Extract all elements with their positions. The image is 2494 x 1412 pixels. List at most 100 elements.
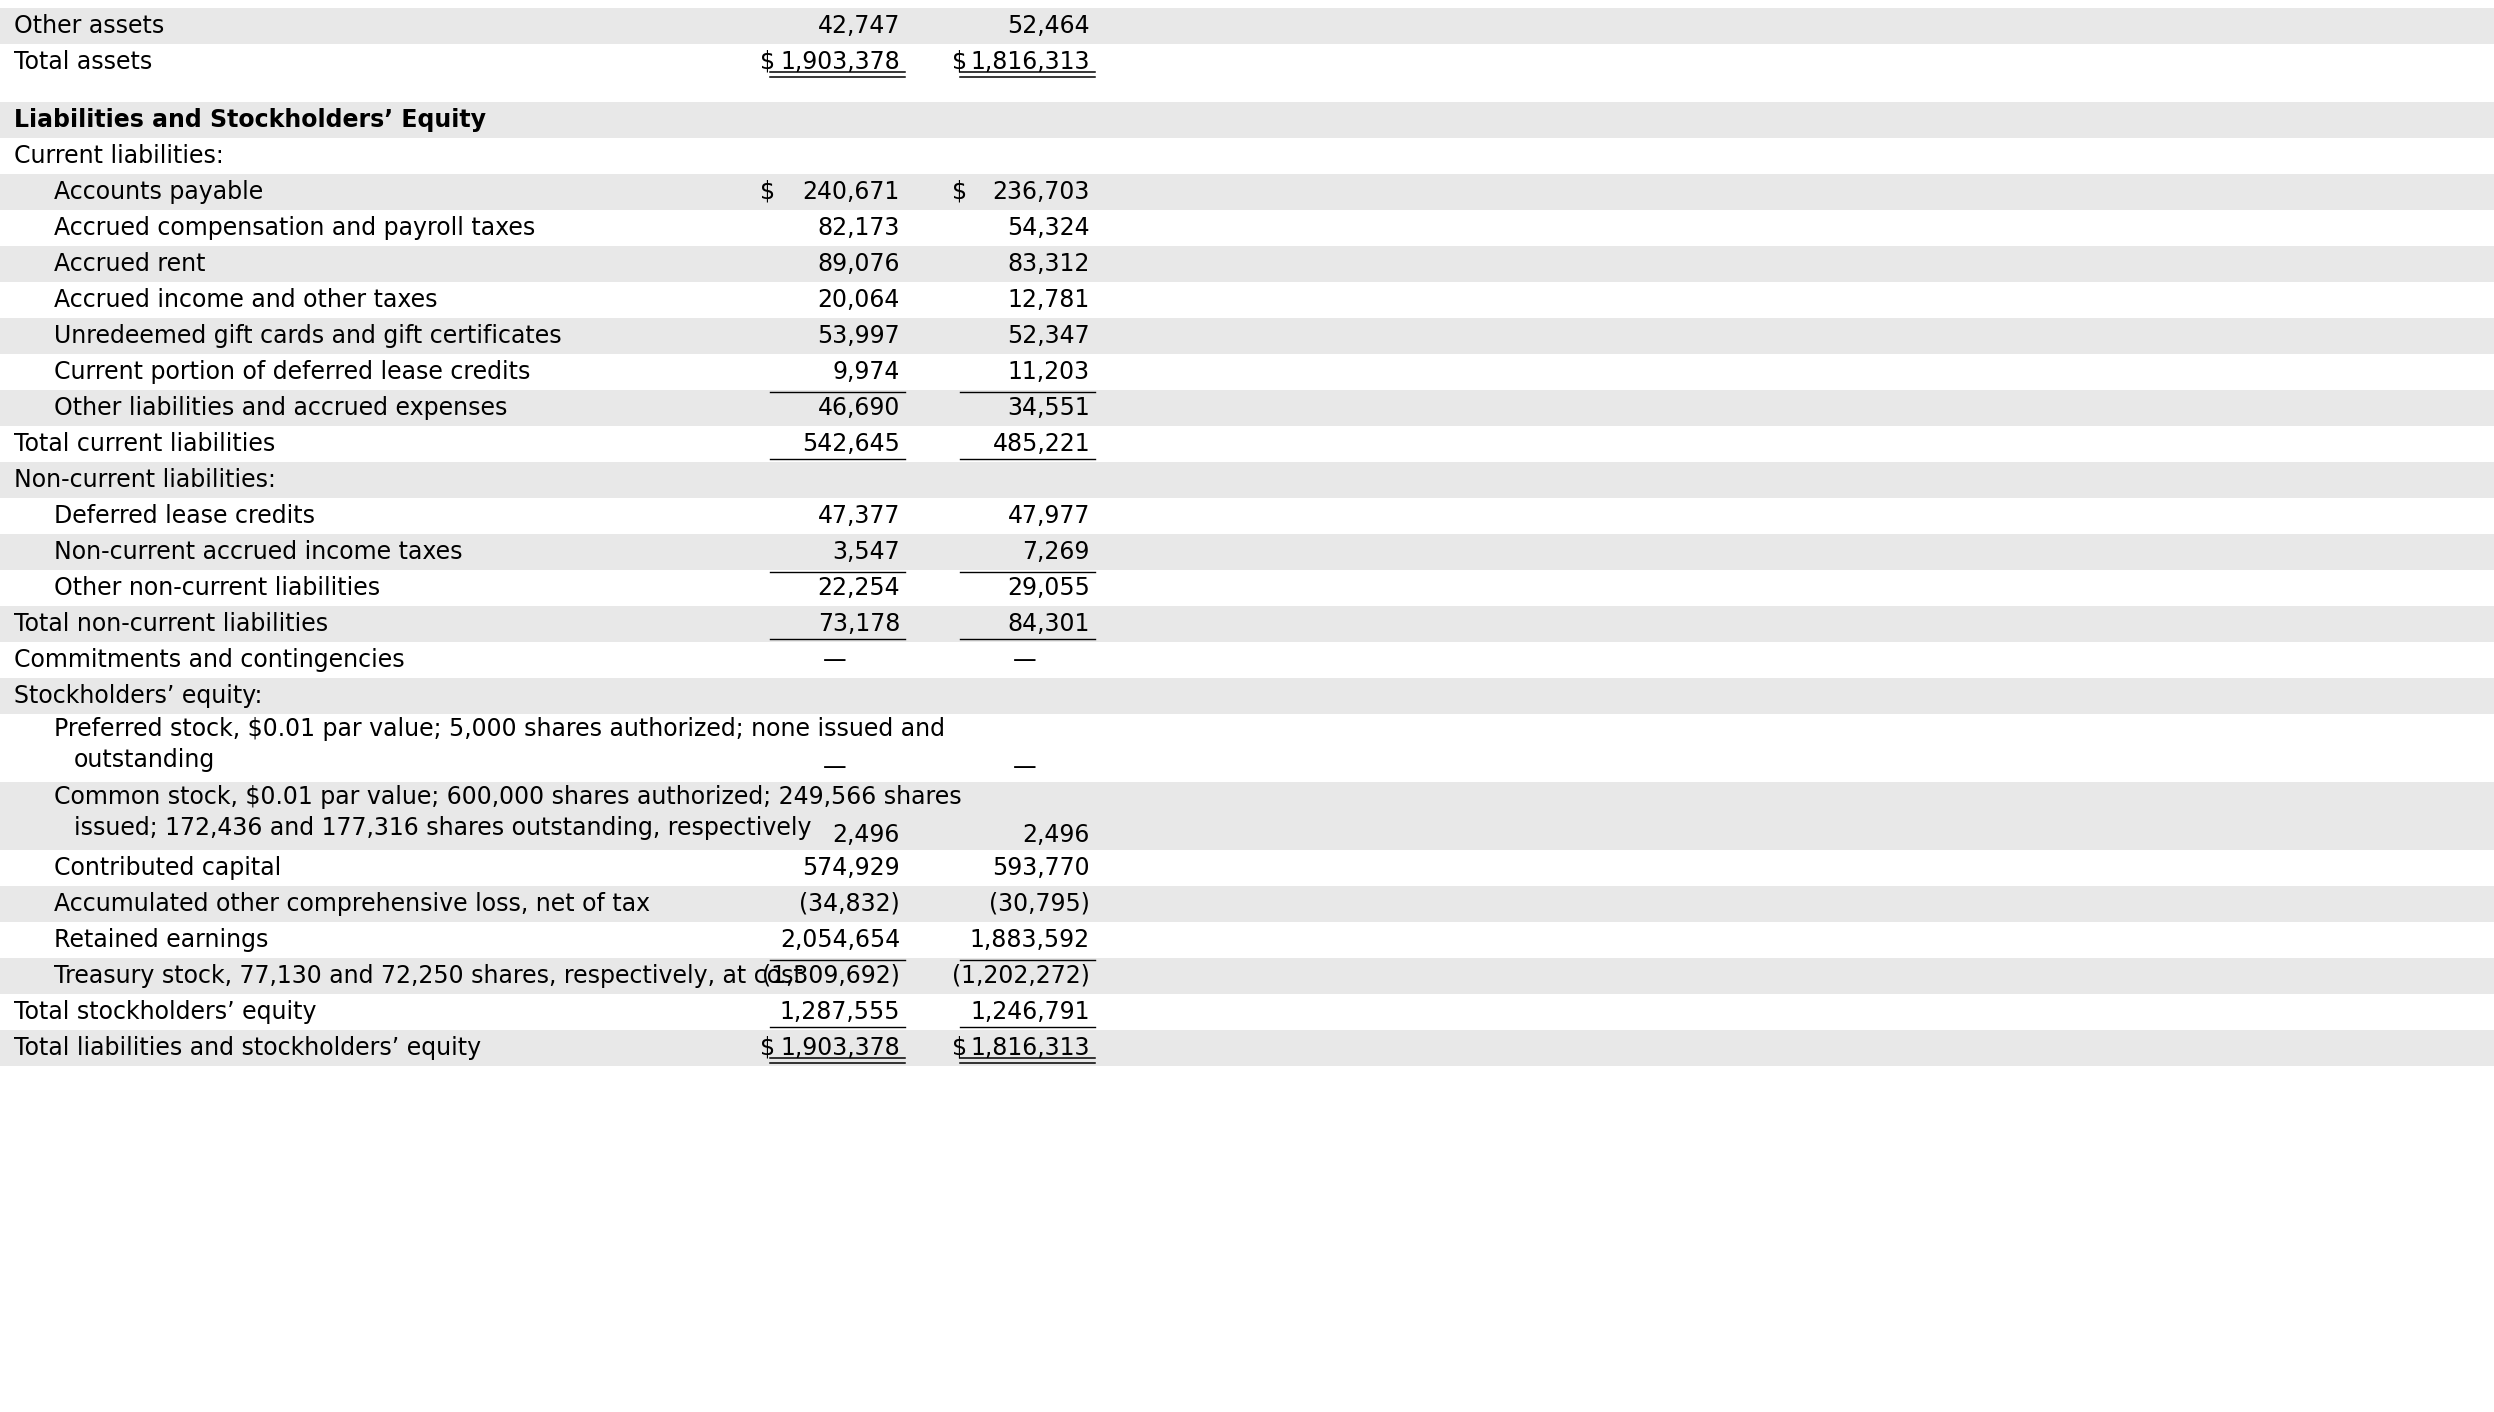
Text: 3,547: 3,547	[833, 539, 900, 563]
Text: (1,309,692): (1,309,692)	[763, 964, 900, 988]
Text: $: $	[953, 49, 968, 73]
Text: Total liabilities and stockholders’ equity: Total liabilities and stockholders’ equi…	[15, 1036, 481, 1060]
Text: 236,703: 236,703	[993, 179, 1090, 203]
Text: 1,287,555: 1,287,555	[781, 1000, 900, 1024]
Text: 53,997: 53,997	[818, 323, 900, 347]
Text: 485,221: 485,221	[993, 432, 1090, 456]
Text: $: $	[953, 179, 968, 203]
Text: outstanding: outstanding	[75, 748, 214, 772]
Text: 2,496: 2,496	[1023, 823, 1090, 847]
Text: 2,496: 2,496	[833, 823, 900, 847]
Text: Current portion of deferred lease credits: Current portion of deferred lease credit…	[55, 360, 531, 384]
Bar	[0, 246, 2494, 282]
Bar	[0, 714, 2494, 782]
Text: 1,246,791: 1,246,791	[970, 1000, 1090, 1024]
Bar	[0, 606, 2494, 642]
Text: (30,795): (30,795)	[990, 892, 1090, 916]
Text: 29,055: 29,055	[1008, 576, 1090, 600]
Text: 542,645: 542,645	[803, 432, 900, 456]
Text: Contributed capital: Contributed capital	[55, 856, 282, 880]
Text: —: —	[1013, 755, 1038, 779]
Text: 240,671: 240,671	[803, 179, 900, 203]
Text: 82,173: 82,173	[818, 216, 900, 240]
Text: Current liabilities:: Current liabilities:	[15, 144, 224, 168]
Text: 20,064: 20,064	[818, 288, 900, 312]
Text: Retained earnings: Retained earnings	[55, 928, 269, 952]
Text: Total non-current liabilities: Total non-current liabilities	[15, 611, 329, 635]
Bar	[0, 80, 2494, 102]
Bar	[0, 642, 2494, 678]
Text: 83,312: 83,312	[1008, 251, 1090, 275]
Text: 1,816,313: 1,816,313	[970, 49, 1090, 73]
Text: $: $	[953, 1036, 968, 1060]
Text: 52,464: 52,464	[1008, 14, 1090, 38]
Text: 84,301: 84,301	[1008, 611, 1090, 635]
Bar	[0, 994, 2494, 1029]
Text: Accrued compensation and payroll taxes: Accrued compensation and payroll taxes	[55, 216, 536, 240]
Text: 47,977: 47,977	[1008, 504, 1090, 528]
Bar	[0, 354, 2494, 390]
Bar	[0, 462, 2494, 498]
Text: Accounts payable: Accounts payable	[55, 179, 264, 203]
Text: 9,974: 9,974	[833, 360, 900, 384]
Text: 12,781: 12,781	[1008, 288, 1090, 312]
Bar	[0, 426, 2494, 462]
Text: 7,269: 7,269	[1023, 539, 1090, 563]
Text: —: —	[1013, 648, 1038, 672]
Text: Non-current liabilities:: Non-current liabilities:	[15, 467, 277, 491]
Bar	[0, 498, 2494, 534]
Text: Other non-current liabilities: Other non-current liabilities	[55, 576, 379, 600]
Bar	[0, 850, 2494, 885]
Bar	[0, 174, 2494, 210]
Text: Common stock, $0.01 par value; 600,000 shares authorized; 249,566 shares: Common stock, $0.01 par value; 600,000 s…	[55, 785, 963, 809]
Text: 34,551: 34,551	[1008, 395, 1090, 419]
Bar	[0, 922, 2494, 957]
Bar	[0, 8, 2494, 44]
Bar	[0, 138, 2494, 174]
Text: Liabilities and Stockholders’ Equity: Liabilities and Stockholders’ Equity	[15, 107, 486, 131]
Text: Total assets: Total assets	[15, 49, 152, 73]
Text: 2,054,654: 2,054,654	[781, 928, 900, 952]
Text: 54,324: 54,324	[1008, 216, 1090, 240]
Text: (34,832): (34,832)	[798, 892, 900, 916]
Bar	[0, 957, 2494, 994]
Bar	[0, 885, 2494, 922]
Text: 52,347: 52,347	[1008, 323, 1090, 347]
Text: $: $	[761, 49, 776, 73]
Text: 22,254: 22,254	[818, 576, 900, 600]
Text: 1,903,378: 1,903,378	[781, 1036, 900, 1060]
Text: Accrued income and other taxes: Accrued income and other taxes	[55, 288, 436, 312]
Text: 593,770: 593,770	[993, 856, 1090, 880]
Text: 42,747: 42,747	[818, 14, 900, 38]
Text: 47,377: 47,377	[818, 504, 900, 528]
Bar	[0, 44, 2494, 80]
Text: Preferred stock, $0.01 par value; 5,000 shares authorized; none issued and: Preferred stock, $0.01 par value; 5,000 …	[55, 717, 945, 741]
Text: 11,203: 11,203	[1008, 360, 1090, 384]
Text: 89,076: 89,076	[818, 251, 900, 275]
Bar	[0, 318, 2494, 354]
Text: Total stockholders’ equity: Total stockholders’ equity	[15, 1000, 317, 1024]
Text: Accrued rent: Accrued rent	[55, 251, 205, 275]
Text: $: $	[761, 179, 776, 203]
Text: 1,903,378: 1,903,378	[781, 49, 900, 73]
Text: —: —	[823, 648, 848, 672]
Text: 1,883,592: 1,883,592	[970, 928, 1090, 952]
Text: (1,202,272): (1,202,272)	[953, 964, 1090, 988]
Text: 574,929: 574,929	[803, 856, 900, 880]
Text: Treasury stock, 77,130 and 72,250 shares, respectively, at cost: Treasury stock, 77,130 and 72,250 shares…	[55, 964, 803, 988]
Bar	[0, 782, 2494, 850]
Bar	[0, 282, 2494, 318]
Text: issued; 172,436 and 177,316 shares outstanding, respectively: issued; 172,436 and 177,316 shares outst…	[75, 816, 811, 840]
Bar	[0, 210, 2494, 246]
Bar	[0, 570, 2494, 606]
Text: 73,178: 73,178	[818, 611, 900, 635]
Text: Other liabilities and accrued expenses: Other liabilities and accrued expenses	[55, 395, 506, 419]
Text: Accumulated other comprehensive loss, net of tax: Accumulated other comprehensive loss, ne…	[55, 892, 651, 916]
Text: $: $	[761, 1036, 776, 1060]
Text: Deferred lease credits: Deferred lease credits	[55, 504, 314, 528]
Bar	[0, 678, 2494, 714]
Text: Other assets: Other assets	[15, 14, 165, 38]
Text: 1,816,313: 1,816,313	[970, 1036, 1090, 1060]
Bar	[0, 534, 2494, 570]
Text: Unredeemed gift cards and gift certificates: Unredeemed gift cards and gift certifica…	[55, 323, 561, 347]
